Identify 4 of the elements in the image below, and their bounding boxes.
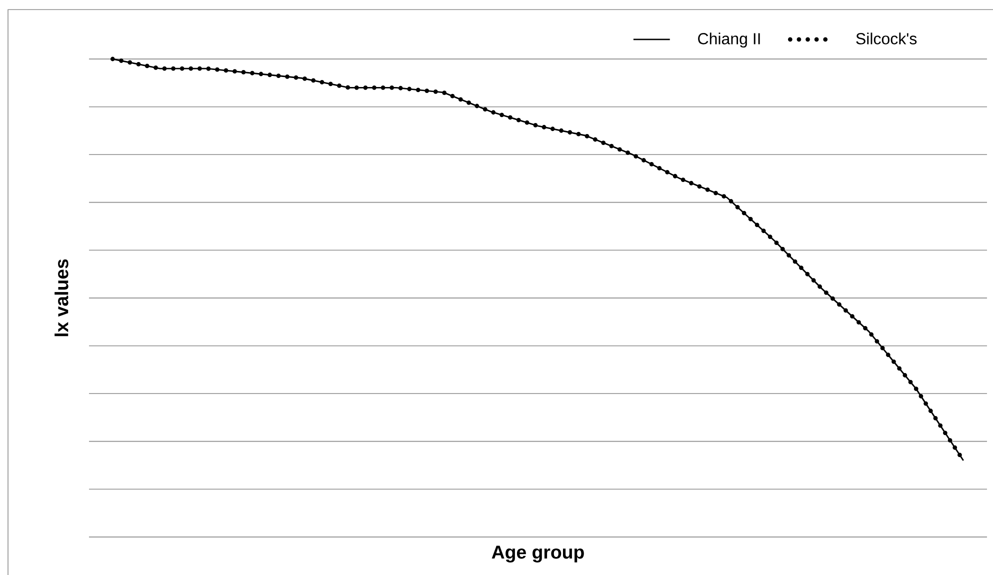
legend-label: Chiang II [698,32,760,48]
legend-label: Silcock's [856,32,917,44]
y-axis-title: lx values [54,259,68,336]
x-axis-title: Age group [492,546,584,562]
